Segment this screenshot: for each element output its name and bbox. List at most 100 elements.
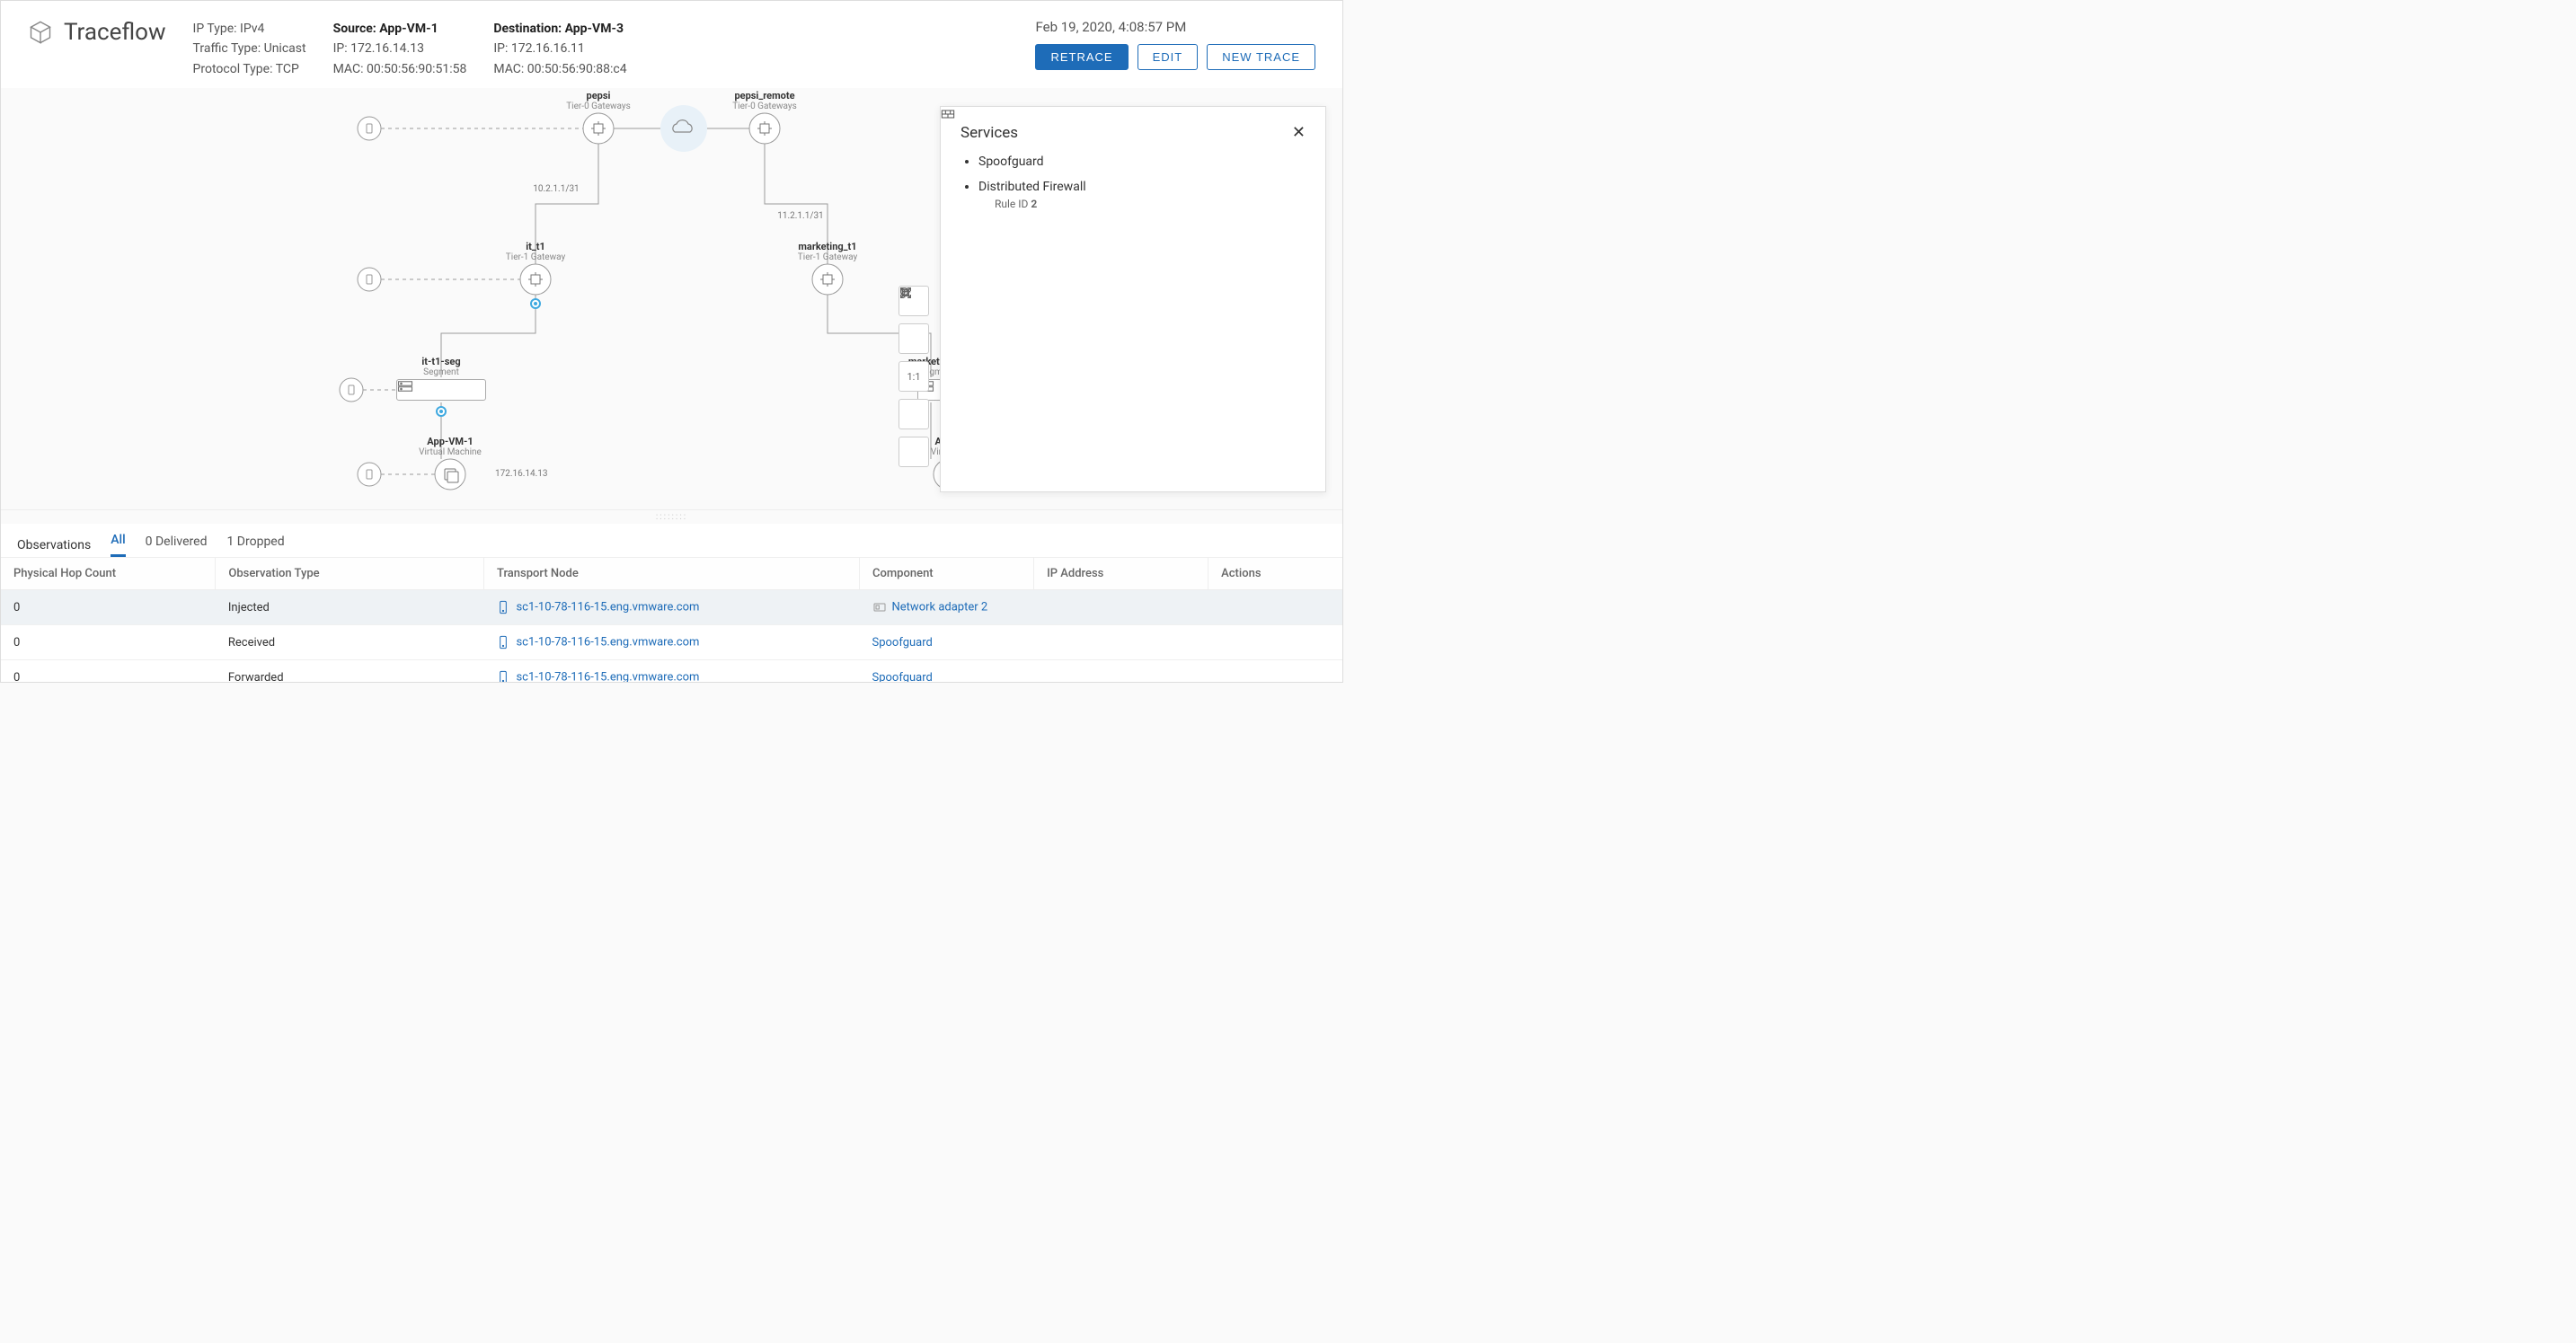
node-label: App-VM-1Virtual Machine (419, 436, 482, 457)
col-header[interactable]: Observation Type (216, 558, 484, 590)
cell-hop: 0 (1, 625, 216, 660)
source-title: Source: App-VM-1 (333, 22, 438, 36)
zoom-reset-button[interactable]: 1:1 (899, 361, 929, 392)
dest-ip: 172.16.16.11 (511, 41, 585, 56)
tab-dropped[interactable]: 1 Dropped (226, 535, 284, 556)
cell-type: Received (216, 625, 484, 660)
dest-ip-label: IP: (493, 41, 508, 56)
cell-actions (1208, 660, 1342, 683)
table-body: 0Injectedsc1-10-78-116-15.eng.vmware.com… (1, 590, 1342, 683)
node-label: it_t1Tier-1 Gateway (506, 241, 565, 262)
cell-type: Injected (216, 590, 484, 625)
cell-component: Spoofguard (860, 660, 1034, 683)
cell-actions (1208, 590, 1342, 625)
edit-button[interactable]: EDIT (1138, 44, 1199, 70)
cell-component: Spoofguard (860, 625, 1034, 660)
rule-id-label: Rule ID (995, 198, 1028, 210)
col-header[interactable]: Actions (1208, 558, 1342, 590)
cell-ip (1034, 660, 1208, 683)
title-block: Traceflow (28, 19, 166, 46)
node-label: pepsi_remoteTier-0 Gateways (732, 90, 797, 111)
timestamp: Feb 19, 2020, 4:08:57 PM (1035, 19, 1315, 35)
page-title: Traceflow (64, 19, 166, 46)
cell-node: sc1-10-78-116-15.eng.vmware.com (483, 625, 859, 660)
dest-title: Destination: App-VM-3 (493, 22, 624, 36)
cell-node: sc1-10-78-116-15.eng.vmware.com (483, 590, 859, 625)
transport-node-link[interactable]: sc1-10-78-116-15.eng.vmware.com (516, 671, 699, 683)
transport-node-link[interactable]: sc1-10-78-116-15.eng.vmware.com (516, 601, 699, 614)
tab-delivered[interactable]: 0 Delivered (146, 535, 208, 556)
dest-mac-label: MAC: (493, 62, 524, 76)
traffic-type-value: Unicast (264, 41, 306, 56)
source-mac-label: MAC: (333, 62, 364, 76)
transport-node-link[interactable]: sc1-10-78-116-15.eng.vmware.com (516, 636, 699, 649)
source-ip: 172.16.14.13 (350, 41, 424, 56)
col-header[interactable]: Transport Node (483, 558, 859, 590)
resize-grip[interactable]: :::::::: (1, 510, 1342, 524)
col-header[interactable]: Physical Hop Count (1, 558, 216, 590)
cube-icon (28, 20, 53, 45)
col-header[interactable]: IP Address (1034, 558, 1208, 590)
service-label: Spoofguard (978, 155, 1044, 169)
protocol-label: Protocol Type: (193, 62, 273, 76)
zoom-controls: 1:1 (899, 286, 929, 467)
observations-table: Physical Hop CountObservation TypeTransp… (1, 557, 1342, 683)
node-label: it-t1-segSegment (421, 356, 460, 377)
observations-label: Observations (17, 538, 91, 552)
topology-diagram[interactable]: pepsiTier-0 Gateways pepsi_remoteTier-0 G… (1, 88, 1342, 510)
header: Traceflow IP Type: IPv4 Traffic Type: Un… (1, 1, 1342, 88)
zoom-center-button[interactable] (899, 437, 929, 467)
dest-mac: 00:50:56:90:88:c4 (527, 62, 627, 76)
cell-hop: 0 (1, 660, 216, 683)
table-row[interactable]: 0Received sc1-10-78-116-15.eng.vmware.com… (1, 625, 1342, 660)
component-link[interactable]: Spoofguard (872, 671, 933, 683)
header-right: Feb 19, 2020, 4:08:57 PM RETRACE EDIT NE… (1035, 19, 1315, 70)
zoom-out-button[interactable] (899, 323, 929, 354)
node-label: marketing_t1Tier-1 Gateway (798, 241, 857, 262)
service-item-firewall: Distributed Firewall Rule ID 2 (978, 180, 1306, 210)
services-panel-header: Services ✕ (960, 123, 1306, 142)
source-mac: 00:50:56:90:51:58 (367, 62, 466, 76)
traffic-type-label: Traffic Type: (193, 41, 261, 56)
observations-tabs: Observations All 0 Delivered 1 Dropped (1, 524, 1342, 557)
close-icon[interactable]: ✕ (1292, 123, 1306, 142)
services-list: Spoofguard Distributed Firewall Rule ID … (960, 155, 1306, 210)
table-header-row: Physical Hop CountObservation TypeTransp… (1, 558, 1342, 590)
traceflow-page: Traceflow IP Type: IPv4 Traffic Type: Un… (0, 0, 1343, 683)
action-buttons: RETRACE EDIT NEW TRACE (1035, 44, 1315, 70)
cell-type: Forwarded (216, 660, 484, 683)
edge-label: 11.2.1.1/31 (775, 211, 825, 221)
rule-id-row: Rule ID 2 (995, 198, 1306, 210)
protocol-value: TCP (276, 62, 299, 76)
meta-source: Source: App-VM-1 IP: 172.16.14.13 MAC: 0… (333, 19, 467, 79)
services-panel-title: Services (960, 124, 1018, 142)
col-header[interactable]: Component (860, 558, 1034, 590)
ip-type-label: IP Type: (193, 22, 237, 36)
cell-ip (1034, 625, 1208, 660)
table-row[interactable]: 0Injected sc1-10-78-116-15.eng.vmware.com… (1, 590, 1342, 625)
service-item-spoofguard: Spoofguard (978, 155, 1306, 169)
cell-component: Network adapter 2 (860, 590, 1034, 625)
rule-id-value: 2 (1031, 198, 1037, 210)
cell-hop: 0 (1, 590, 216, 625)
new-trace-button[interactable]: NEW TRACE (1207, 44, 1315, 70)
firewall-icon (941, 107, 955, 121)
edge-label: 10.2.1.1/31 (531, 184, 580, 194)
component-link[interactable]: Spoofguard (872, 636, 933, 649)
tab-all[interactable]: All (111, 533, 125, 557)
cell-ip (1034, 590, 1208, 625)
component-link[interactable]: Network adapter 2 (892, 601, 988, 614)
meta-destination: Destination: App-VM-3 IP: 172.16.16.11 M… (493, 19, 626, 79)
source-ip-label: IP: (333, 41, 348, 56)
zoom-fit-button[interactable] (899, 399, 929, 429)
node-ip-label: 172.16.14.13 (493, 469, 550, 479)
services-panel: Services ✕ Spoofguard Distributed Firewa… (940, 106, 1326, 492)
ip-type-value: IPv4 (240, 22, 264, 36)
meta-ip: IP Type: IPv4 Traffic Type: Unicast Prot… (193, 19, 306, 79)
retrace-button[interactable]: RETRACE (1035, 44, 1128, 70)
service-label: Distributed Firewall (978, 180, 1086, 194)
segment-node[interactable] (396, 379, 486, 401)
table-row[interactable]: 0Forwarded sc1-10-78-116-15.eng.vmware.co… (1, 660, 1342, 683)
node-label: pepsiTier-0 Gateways (566, 90, 631, 111)
cell-actions (1208, 625, 1342, 660)
